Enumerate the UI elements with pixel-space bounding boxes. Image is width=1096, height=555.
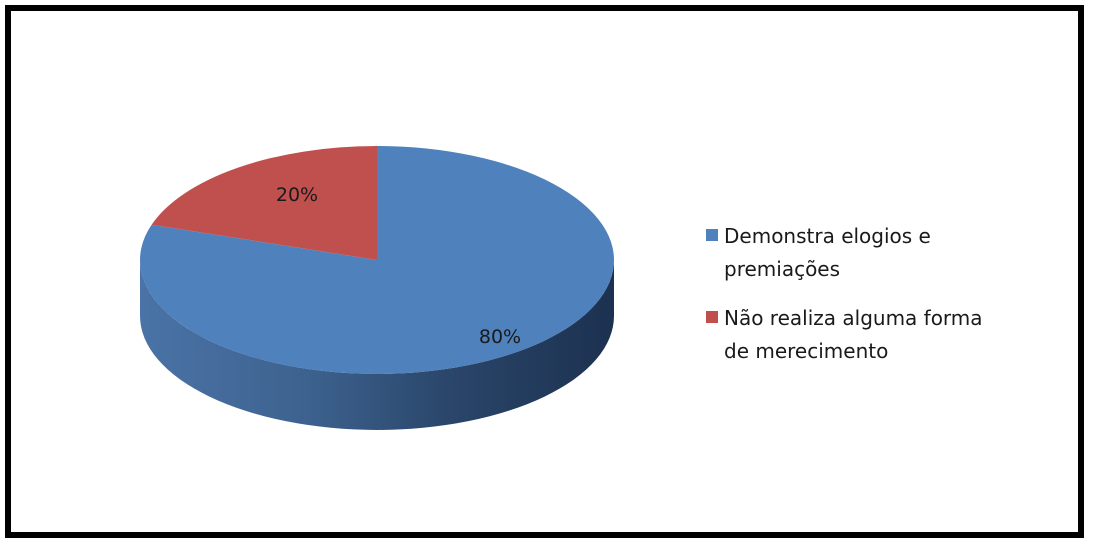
legend-label-0-0: Demonstra elogios e [724, 224, 931, 248]
data-label-1: 20% [276, 184, 318, 206]
legend: Demonstra elogios e premiações Não realiza… [706, 224, 983, 363]
pie-chart: 80% 20% Demonstra elogios e premiações Não … [139, 146, 983, 430]
legend-item-1: Não realiza alguma forma de merecimento [706, 306, 983, 363]
chart-frame: 80% 20% Demonstra elogios e premiações Não … [5, 5, 1084, 538]
pie-side-0 [140, 260, 614, 430]
legend-label-0-1: premiações [724, 257, 840, 281]
legend-label-1-0: Não realiza alguma forma [724, 306, 983, 330]
legend-item-0: Demonstra elogios e premiações [706, 224, 931, 281]
legend-swatch-0 [706, 229, 718, 241]
pie-slice-1 [151, 146, 377, 260]
pie-group: 80% 20% [139, 146, 615, 430]
legend-label-1-1: de merecimento [724, 339, 888, 363]
data-label-0: 80% [479, 326, 521, 348]
legend-swatch-1 [706, 311, 718, 323]
